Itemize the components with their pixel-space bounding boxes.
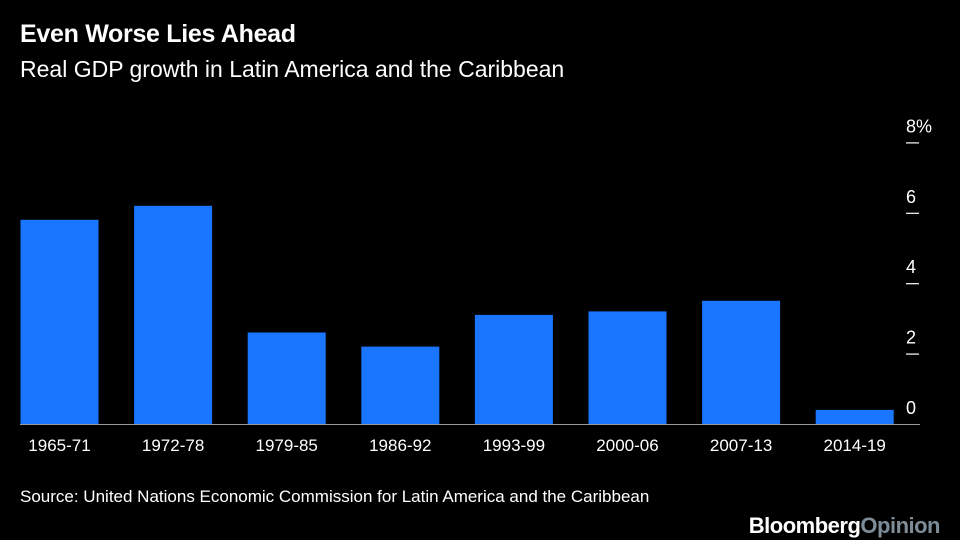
bar-1993-99 (474, 314, 553, 424)
y-tick-label: 6 (906, 187, 916, 207)
bar-2014-19 (815, 409, 894, 424)
bar-1979-85 (247, 332, 326, 424)
y-tick-label: 4 (906, 257, 916, 277)
bar-1986-92 (361, 346, 440, 424)
bloomberg-opinion-logo: BloombergOpinion (748, 513, 941, 539)
x-tick-label: 2014-19 (824, 436, 886, 455)
brand-name: Bloomberg (748, 513, 861, 538)
bar-2000-06 (588, 311, 667, 424)
x-tick-label: 2000-06 (596, 436, 658, 455)
source-note: Source: United Nations Economic Commissi… (20, 487, 650, 506)
x-tick-label: 1972-78 (142, 436, 204, 455)
chart-title: Even Worse Lies Ahead (20, 20, 296, 48)
x-tick-label: 2007-13 (710, 436, 772, 455)
x-tick-label: 1965-71 (28, 436, 90, 455)
bar-1965-71 (20, 219, 99, 424)
bar-2007-13 (702, 300, 781, 424)
x-tick-label: 1993-99 (483, 436, 545, 455)
chart-subtitle: Real GDP growth in Latin America and the… (20, 56, 565, 82)
brand-opinion: Opinion (860, 513, 940, 538)
y-tick-label: 2 (906, 328, 916, 348)
x-tick-label: 1986-92 (369, 436, 431, 455)
y-tick-label: 8% (906, 116, 932, 136)
x-tick-label: 1979-85 (256, 436, 318, 455)
bar-1972-78 (134, 205, 213, 424)
y-tick-label: 0 (906, 398, 916, 418)
